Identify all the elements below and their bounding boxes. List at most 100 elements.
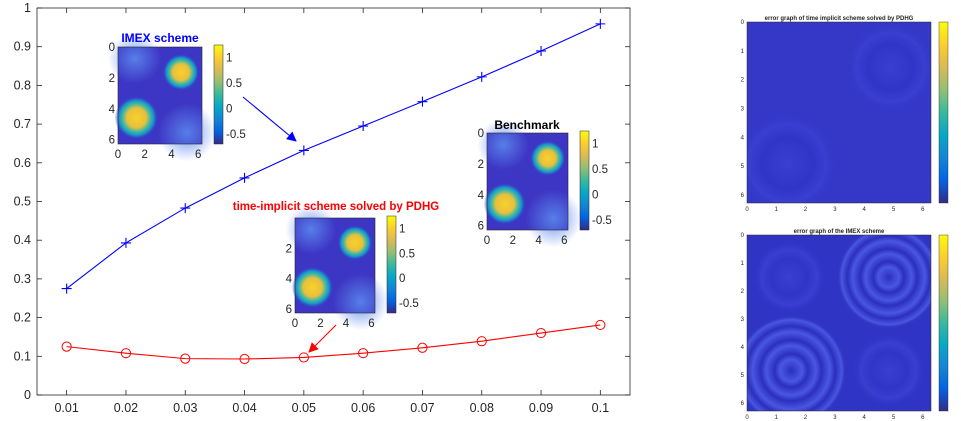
circle-marker [595,319,606,331]
inset-pdhg-peak-lower-left [291,266,334,309]
colorbar [213,44,224,145]
inset-y-tick-label: 2 [286,243,292,255]
error-y-tick-label: 1 [741,261,745,267]
series-layer [61,18,606,365]
plus-marker [180,203,191,214]
error-x-tick-label: 0 [745,207,749,213]
y-tick-label: 0 [24,388,31,402]
colorbar-tick-label: 0.5 [399,248,415,260]
inset-pdhg-halo [332,273,389,331]
plus-marker [417,96,428,107]
error-y-tick-label: 2 [741,289,745,295]
colorbar [579,130,590,231]
y-tick-label: 0.1 [14,349,31,363]
error-graph-pdhg: 0 1 2 3 4 5 6 0 1 2 3 4 5 6 error graph of time implic… [741,16,949,213]
error-x-tick-label: 1 [775,415,779,421]
colorbar-tick-label: 0 [592,189,598,201]
err-bottom-field [747,235,931,411]
inset-x-tick-label: 4 [535,235,542,247]
circle-marker [535,327,547,339]
error-x-tick-label: 6 [921,207,925,213]
inset-bench-peak-lower-left [483,182,526,225]
inset-x-tick-label: 4 [168,149,175,161]
axis-ticks: 0 0.1 0.2 0.3 0.4 0.5 0.6 0.7 0.8 0.9 1 0.01 0.02 0.0… [14,1,630,415]
colorbar [386,215,397,314]
imex-arrow [242,96,297,142]
error-ripple [747,111,839,203]
err-top-frame [746,21,932,204]
circle-marker [120,348,132,359]
error-x-tick-label: 3 [833,415,837,421]
inset-y-tick-label: 2 [109,73,115,85]
x-tick-label: 0.03 [173,401,197,415]
inset-x-tick-label: 0 [115,149,121,161]
inset-imex-halo [107,33,162,84]
error-x-tick-label: 5 [892,207,896,213]
main-line-chart: 0 0.1 0.2 0.3 0.4 0.5 0.6 0.7 0.8 0.9 1 0.01 0.02 0.0… [14,1,631,415]
inset-bench-halo [525,189,582,248]
y-tick-label: 0.3 [14,272,31,286]
x-tick-label: 0.06 [351,401,375,415]
x-tick-label: 0.05 [292,401,316,415]
x-tick-label: 0.02 [114,401,138,415]
inset-pdhg-halo [285,204,337,255]
inset-title: IMEX scheme [121,31,199,45]
error-y-tick-label: 6 [741,193,745,199]
error-graph-title: error graph of the IMEX scheme [794,229,885,235]
error-y-tick-label: 4 [741,345,745,351]
inset-x-tick-label: 2 [317,318,323,330]
plus-marker [536,45,547,56]
error-y-tick-label: 3 [741,317,745,323]
error-colorbar [938,21,949,204]
inset-bench-peak-upper-right [529,140,566,177]
y-tick-label: 0.6 [14,156,31,170]
series-line-1 [66,324,601,360]
circle-marker [358,348,369,359]
inset-y-tick-label: 4 [109,104,116,116]
inset-imex-halo [157,103,217,162]
y-tick-label: 0.5 [14,195,31,209]
plus-marker [298,145,309,156]
error-ripple [844,22,931,114]
colorbar-tick-label: 0 [399,273,405,285]
error-x-tick-label: 2 [804,415,808,421]
inset-y-tick-label: 6 [286,304,292,316]
plus-marker [239,172,250,183]
error-graph-title: error graph of time implicit scheme solv… [765,16,914,22]
colorbar-tick-label: -0.5 [592,215,612,227]
error-ring [851,333,926,408]
inset-x-tick-label: 6 [368,318,374,330]
pdhg-arrow [308,324,337,353]
error-x-tick-label: 4 [863,207,867,213]
plus-marker [595,18,606,29]
error-ring [837,235,931,329]
inset-y-tick-label: 6 [109,135,115,147]
colorbar-tick-label: 1 [592,139,598,151]
plus-marker [61,283,72,294]
colorbar-tick-label: 1 [226,53,232,65]
plus-marker [120,237,131,248]
inset-y-tick-label: 6 [478,221,484,233]
y-tick-label: 0.8 [14,78,31,92]
inset-x-tick-label: 4 [343,318,350,330]
y-tick-label: 0.2 [14,311,31,325]
inset-y-tick-label: 0 [109,42,115,54]
circle-marker [239,353,250,365]
plus-marker [476,71,487,82]
error-colorbar [938,234,949,412]
error-y-tick-label: 5 [741,373,745,379]
error-x-tick-label: 6 [921,415,925,421]
inset-bench-halo [477,119,530,170]
circle-marker [298,352,309,363]
err-bottom-frame [746,234,932,412]
error-x-tick-label: 0 [745,415,749,421]
x-tick-label: 0.07 [410,401,434,415]
error-x-tick-label: 3 [833,207,837,213]
x-tick-label: 0.04 [232,401,256,415]
x-tick-label: 0.09 [529,401,553,415]
error-graph-imex: 0 1 2 3 4 5 6 0 1 2 3 4 5 6 error graph of the IMEX sc… [741,229,949,421]
error-x-tick-label: 2 [804,207,808,213]
inset-imex-peak-lower-left [114,95,159,140]
